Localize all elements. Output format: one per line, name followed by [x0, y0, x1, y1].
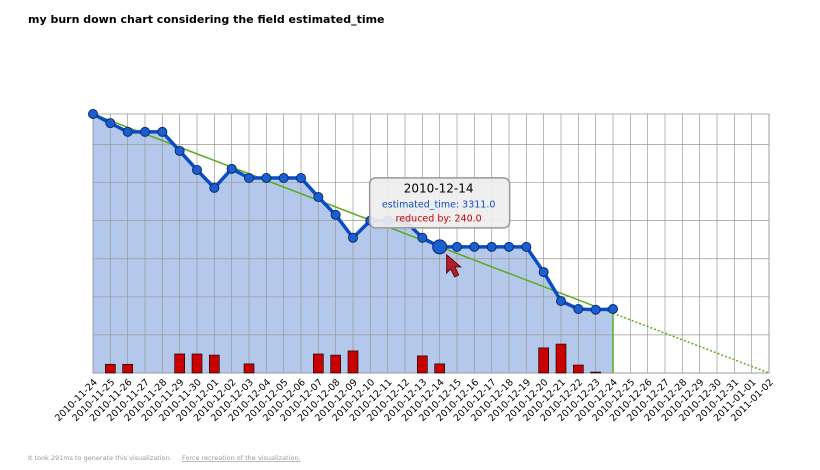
- bar: [313, 353, 324, 374]
- tooltip-line: reduced by: 240.0: [396, 213, 482, 224]
- point: [348, 232, 358, 243]
- bar: [555, 343, 567, 374]
- tooltip: 2010-12-14 estimated_time: 3311.0 reduced …: [368, 177, 511, 229]
- bar: [573, 364, 584, 374]
- bar: [330, 354, 341, 374]
- point: [209, 182, 220, 193]
- point: [469, 241, 480, 252]
- point: [226, 163, 237, 174]
- ideal-line-projection: [612, 312, 770, 374]
- footer-link[interactable]: Force recreation of the visualization.: [182, 454, 301, 462]
- bar: [122, 363, 133, 374]
- bar: [434, 363, 445, 374]
- point: [452, 241, 462, 252]
- bar: [538, 347, 549, 374]
- point: [330, 209, 341, 220]
- bar: [174, 353, 185, 374]
- tooltip-box: [368, 177, 511, 229]
- point: [244, 172, 254, 183]
- point: [313, 192, 324, 203]
- point: [556, 296, 566, 307]
- tooltip-line: estimated_time: 3311.0: [382, 199, 496, 210]
- point: [417, 232, 428, 243]
- bar: [191, 353, 203, 374]
- bar: [243, 363, 255, 374]
- point: [573, 304, 584, 315]
- bar: [209, 354, 220, 374]
- point: [296, 172, 306, 183]
- point: [521, 241, 532, 252]
- cursor: [446, 253, 463, 278]
- point: [122, 126, 133, 137]
- footer-text: It took 291ms to generate this visualiza…: [28, 454, 172, 462]
- point: [432, 239, 448, 255]
- tooltip-title: 2010-12-14: [404, 181, 474, 195]
- point: [174, 145, 185, 156]
- point: [504, 241, 514, 252]
- point: [261, 172, 272, 183]
- point: [105, 118, 116, 129]
- point: [88, 109, 98, 119]
- bar: [590, 371, 601, 374]
- point: [608, 304, 618, 315]
- point: [140, 126, 150, 137]
- bar: [417, 355, 428, 374]
- bar: [105, 363, 116, 374]
- point: [590, 304, 601, 315]
- chart-title: my burn down chart considering the field…: [28, 13, 385, 26]
- point: [192, 164, 202, 175]
- plot-border: [92, 113, 770, 374]
- point: [538, 267, 549, 278]
- bar: [347, 350, 359, 374]
- point: [486, 241, 497, 252]
- point: [157, 126, 168, 137]
- point: [278, 172, 289, 183]
